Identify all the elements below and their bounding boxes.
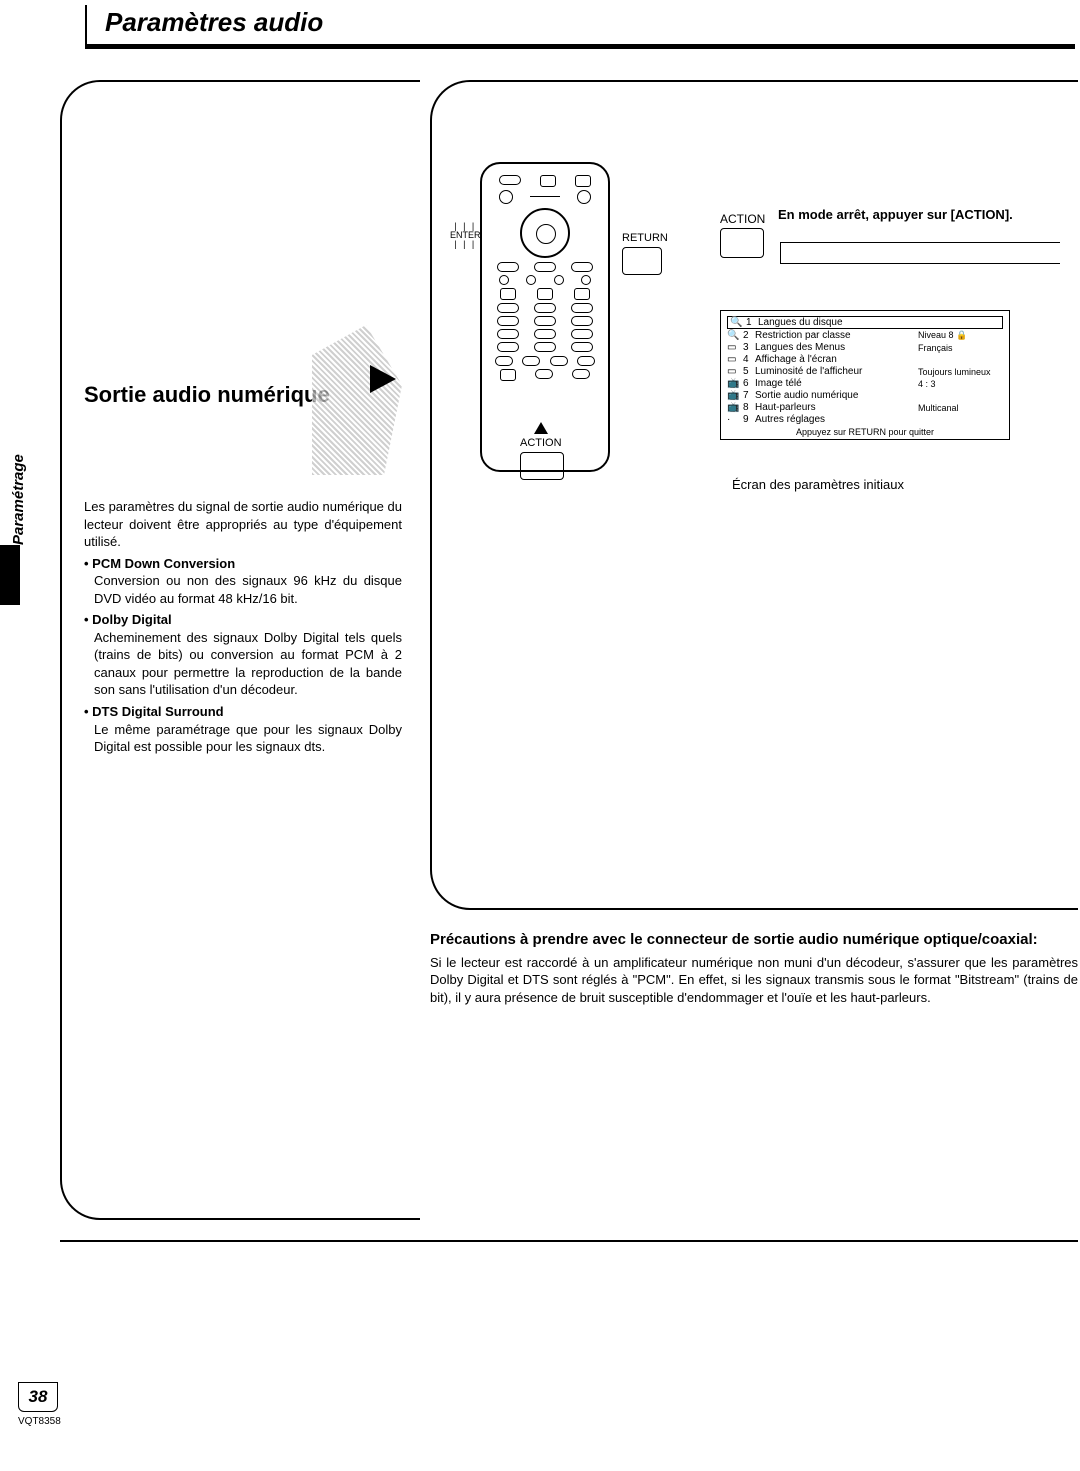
settings-footer: Appuyez sur RETURN pour quitter xyxy=(727,427,1003,437)
bullet-head: Dolby Digital xyxy=(84,611,402,629)
page-title: Paramètres audio xyxy=(105,7,1075,38)
screen-icon: ▭ xyxy=(727,354,743,365)
action-arrow-icon xyxy=(534,422,548,434)
page-number: 38 xyxy=(18,1382,58,1412)
settings-row: ▭ 3 Langues des Menus Français xyxy=(727,342,1003,353)
enter-label: | | |ENTER| | | xyxy=(450,222,481,249)
settings-row: 📺 6 Image télé 4 : 3 xyxy=(727,378,1003,389)
bullet-head: PCM Down Conversion xyxy=(84,555,402,573)
settings-row: 🔍 2 Restriction par classe Niveau 8 🔒 xyxy=(727,330,1003,341)
precautions-body: Si le lecteur est raccordé à un amplific… xyxy=(430,954,1078,1007)
magnify-icon: 🔍 xyxy=(727,330,743,341)
magnify-icon: 🔍 xyxy=(730,317,746,328)
action-step-field xyxy=(780,242,1060,264)
precautions-block: Précautions à prendre avec le connecteur… xyxy=(430,930,1078,1006)
action-step-button-icon xyxy=(720,228,764,258)
action-label: ACTION xyxy=(520,437,562,449)
bullet-body: Conversion ou non des signaux 96 kHz du … xyxy=(84,572,402,607)
bullet-item: Dolby Digital Acheminement des signaux D… xyxy=(84,611,402,699)
bullet-body: Le même paramétrage que pour les signaux… xyxy=(84,721,402,756)
settings-row: · 9 Autres réglages xyxy=(727,414,1003,425)
settings-caption: Écran des paramètres initiaux xyxy=(732,477,904,492)
screen-icon: ▭ xyxy=(727,366,743,377)
action-step-label: ACTION xyxy=(720,212,765,226)
settings-row: 📺 8 Haut-parleurs Multicanal xyxy=(727,402,1003,413)
screen-icon: ▭ xyxy=(727,342,743,353)
document-code: VQT8358 xyxy=(18,1416,61,1427)
return-button-icon xyxy=(622,247,662,275)
pointing-arrow-icon xyxy=(370,365,396,393)
precautions-title: Précautions à prendre avec le connecteur… xyxy=(430,930,1078,950)
intro-paragraph: Les paramètres du signal de sortie audio… xyxy=(84,498,402,551)
bullet-body: Acheminement des signaux Dolby Digital t… xyxy=(84,629,402,699)
settings-row: 🔍 1 Langues du disque xyxy=(727,316,1003,329)
settings-row: ▭ 4 Affichage à l'écran xyxy=(727,354,1003,365)
bullet-item: PCM Down Conversion Conversion ou non de… xyxy=(84,555,402,608)
return-label: RETURN xyxy=(622,232,668,244)
page-header: Paramètres audio xyxy=(85,5,1075,49)
tv-icon: 📺 xyxy=(727,390,743,401)
dpad-icon xyxy=(520,208,570,258)
action-button-icon xyxy=(520,452,564,480)
side-tab-marker xyxy=(0,545,20,605)
action-step-instruction: En mode arrêt, appuyer sur [ACTION]. xyxy=(778,207,1058,222)
horizontal-rule xyxy=(60,1240,1078,1242)
right-panel: | | |ENTER| | | RETURN ACTION ACTION En … xyxy=(430,80,1078,910)
side-tab-label: Paramétrage xyxy=(10,454,27,545)
bullet-item: DTS Digital Surround Le même paramétrage… xyxy=(84,703,402,756)
tv-icon: 📺 xyxy=(727,402,743,413)
left-panel: Sortie audio numérique Les paramètres du… xyxy=(60,80,420,1220)
dot-icon: · xyxy=(727,414,743,425)
bullet-head: DTS Digital Surround xyxy=(84,703,402,721)
settings-row: 📺 7 Sortie audio numérique xyxy=(727,390,1003,401)
tv-icon: 📺 xyxy=(727,378,743,389)
settings-screen: 🔍 1 Langues du disque 🔍 2 Restriction pa… xyxy=(720,310,1010,440)
settings-row: ▭ 5 Luminosité de l'afficheur Toujours l… xyxy=(727,366,1003,377)
